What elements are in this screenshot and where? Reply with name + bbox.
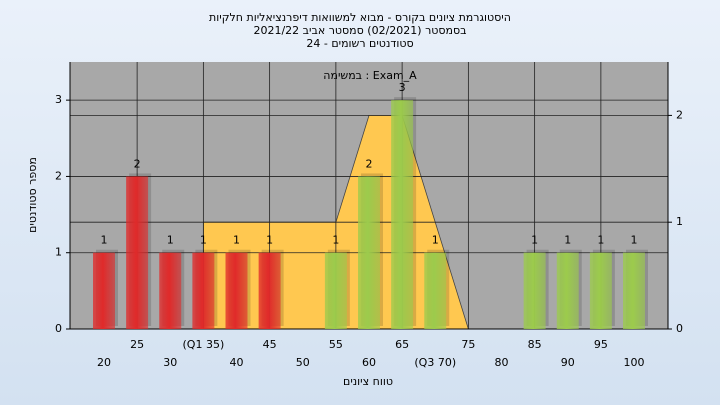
x-tick-label: 40 — [230, 356, 244, 369]
chart-title: היסטוגרמת ציונים בקורס - מבוא למשוואות ד… — [209, 11, 511, 24]
x-tick-label: 90 — [561, 356, 575, 369]
y-tick-label: 0 — [55, 322, 62, 335]
x-axis-label: טווח ציונים — [343, 375, 393, 388]
y2-tick-label: 0 — [676, 322, 683, 335]
data-label: 1 — [332, 234, 339, 247]
y-tick-label: 1 — [55, 246, 62, 259]
y2-tick-label: 2 — [676, 108, 683, 121]
data-label: 1 — [233, 234, 240, 247]
x-tick-label: 65 — [395, 338, 409, 351]
x-tick-label: 25 — [130, 338, 144, 351]
data-label: 3 — [399, 81, 406, 94]
data-label: 1 — [167, 234, 174, 247]
data-label: 1 — [432, 234, 439, 247]
bar — [192, 252, 215, 329]
bar — [126, 176, 149, 329]
bar — [523, 252, 546, 329]
x-tick-label: 85 — [528, 338, 542, 351]
data-label: 1 — [200, 234, 207, 247]
x-tick-label: 45 — [263, 338, 277, 351]
x-tick-label: 80 — [495, 356, 509, 369]
data-label: 1 — [631, 234, 638, 247]
bar — [225, 252, 248, 329]
y-axis-label: מספר סטודנטים — [26, 157, 39, 233]
y-tick-label: 3 — [55, 93, 62, 106]
data-label: 2 — [134, 157, 141, 170]
x-tick-label: 30 — [163, 356, 177, 369]
x-tick-label: 55 — [329, 338, 343, 351]
bar — [623, 252, 645, 329]
data-label: 1 — [564, 234, 571, 247]
x-tick-label: (Q1 35) — [183, 338, 225, 351]
x-tick-label: 75 — [461, 338, 475, 351]
x-tick-label: 100 — [624, 356, 645, 369]
data-label: 1 — [531, 234, 538, 247]
data-label: 1 — [597, 234, 604, 247]
bar — [556, 252, 579, 329]
x-tick-label: 20 — [97, 356, 111, 369]
chart-subtitle: בסמסטר (02/2021) סמסטר אביב 2021/22 — [253, 24, 466, 37]
bar — [159, 252, 182, 329]
y2-tick-label: 1 — [676, 215, 683, 228]
bar — [324, 252, 347, 329]
data-label: 2 — [366, 157, 373, 170]
annotation: במשימה : Exam_A — [323, 69, 417, 82]
y-tick-label: 2 — [55, 169, 62, 182]
bar — [93, 252, 115, 329]
x-tick-label: (Q3 70) — [414, 356, 456, 369]
data-label: 1 — [101, 234, 108, 247]
x-tick-label: 95 — [594, 338, 608, 351]
bar — [391, 100, 414, 330]
bar — [424, 252, 447, 329]
data-label: 1 — [266, 234, 273, 247]
x-tick-label: 60 — [362, 356, 376, 369]
bar — [589, 252, 612, 329]
bar — [258, 252, 281, 329]
x-tick-label: 50 — [296, 356, 310, 369]
bar — [358, 176, 380, 329]
chart-subtitle: סטודנטים רשומים - 24 — [306, 37, 413, 50]
